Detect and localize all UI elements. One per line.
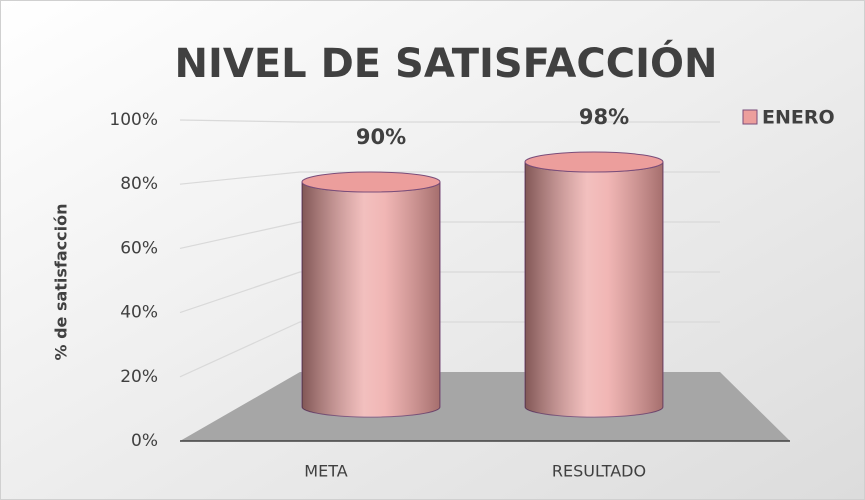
bar-shading bbox=[525, 162, 663, 417]
y-axis-label: % de satisfacción bbox=[52, 203, 71, 360]
grid-line bbox=[179, 119, 720, 123]
bar-top bbox=[524, 151, 664, 173]
x-tick-label: RESULTADO bbox=[552, 462, 646, 481]
x-tick-label: META bbox=[304, 462, 347, 481]
y-tick-label: 80% bbox=[120, 174, 158, 194]
y-tick-label: 60% bbox=[120, 238, 158, 258]
bar-top bbox=[301, 171, 441, 193]
y-tick-label: 0% bbox=[131, 431, 158, 451]
data-label: 98% bbox=[579, 105, 629, 129]
data-label: 90% bbox=[356, 125, 406, 149]
legend-swatch bbox=[742, 109, 758, 125]
y-tick-label: 100% bbox=[109, 110, 158, 130]
y-tick-label: 40% bbox=[120, 303, 158, 323]
bar-shading bbox=[302, 182, 440, 417]
legend-label: ENERO bbox=[762, 107, 835, 129]
chart-title: NIVEL DE SATISFACCIÓN bbox=[175, 39, 718, 87]
y-tick-label: 20% bbox=[120, 367, 158, 387]
